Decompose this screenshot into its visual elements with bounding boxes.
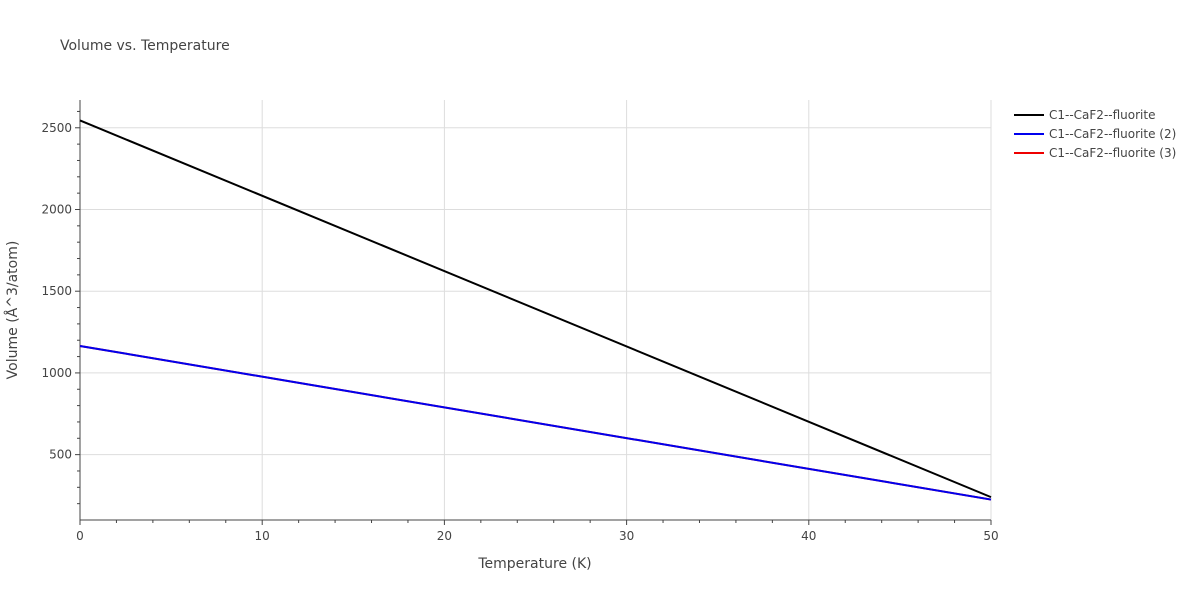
x-tick-label-0: 0 <box>76 529 84 543</box>
y-tick-label-1: 1000 <box>41 366 72 380</box>
y-axis-label: Volume (Å^3/atom) <box>4 241 21 380</box>
x-axis-label: Temperature (K) <box>477 556 591 572</box>
y-tick-label-3: 2000 <box>41 202 72 216</box>
legend-label-1[interactable]: C1--CaF2--fluorite <box>1049 108 1155 122</box>
chart-title: Volume vs. Temperature <box>60 38 230 54</box>
x-tick-label-4: 40 <box>801 529 816 543</box>
x-tick-label-5: 50 <box>983 529 998 543</box>
x-tick-label-1: 10 <box>255 529 270 543</box>
y-tick-label-2: 1500 <box>41 284 72 298</box>
series-line-1 <box>79 119 992 499</box>
series-line-2 <box>79 344 992 501</box>
x-tick-label-3: 30 <box>619 529 634 543</box>
legend: C1--CaF2--fluorite C1--CaF2--fluorite (2)… <box>1014 108 1176 160</box>
y-tick-label-0: 500 <box>49 448 72 462</box>
legend-label-3[interactable]: C1--CaF2--fluorite (3) <box>1049 146 1176 160</box>
plot-area <box>79 119 992 501</box>
legend-label-2[interactable]: C1--CaF2--fluorite (2) <box>1049 127 1176 141</box>
y-tick-label-4: 2500 <box>41 121 72 135</box>
grid <box>80 100 992 520</box>
x-tick-label-2: 20 <box>437 529 452 543</box>
axes: 0 10 20 30 40 50 500 1000 1500 2000 2500 <box>41 100 999 543</box>
